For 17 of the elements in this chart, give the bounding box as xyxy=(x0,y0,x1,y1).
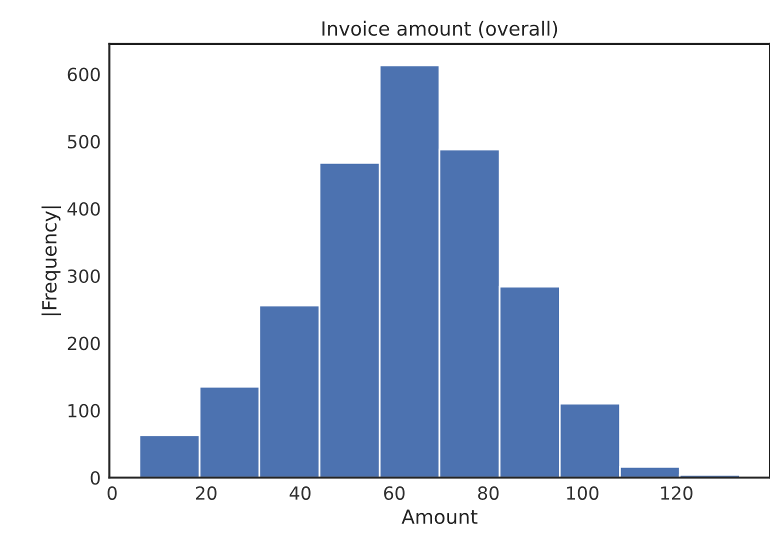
x-tick-label: 40 xyxy=(290,486,311,500)
y-tick-label: 0 xyxy=(90,471,100,485)
x-tick-label: 0 xyxy=(108,486,117,500)
x-tick-label: 100 xyxy=(567,486,598,500)
y-tick-label: 600 xyxy=(68,68,100,82)
y-tick-label: 500 xyxy=(68,134,100,149)
x-tick-label: 60 xyxy=(384,486,405,500)
x-tick-label: 120 xyxy=(661,486,692,500)
y-tick-label: 300 xyxy=(68,269,100,284)
y-tick-label: 200 xyxy=(68,336,100,350)
x-tick-label: 20 xyxy=(196,486,216,500)
x-tick-label: 80 xyxy=(478,486,499,500)
y-axis-title: |Frequency| xyxy=(42,206,61,316)
chart-title: Invoice amount (overall) xyxy=(322,20,558,38)
y-tick-label: 100 xyxy=(68,404,100,418)
x-axis-title: Amount xyxy=(402,510,478,524)
y-tick-label: 400 xyxy=(67,202,100,216)
